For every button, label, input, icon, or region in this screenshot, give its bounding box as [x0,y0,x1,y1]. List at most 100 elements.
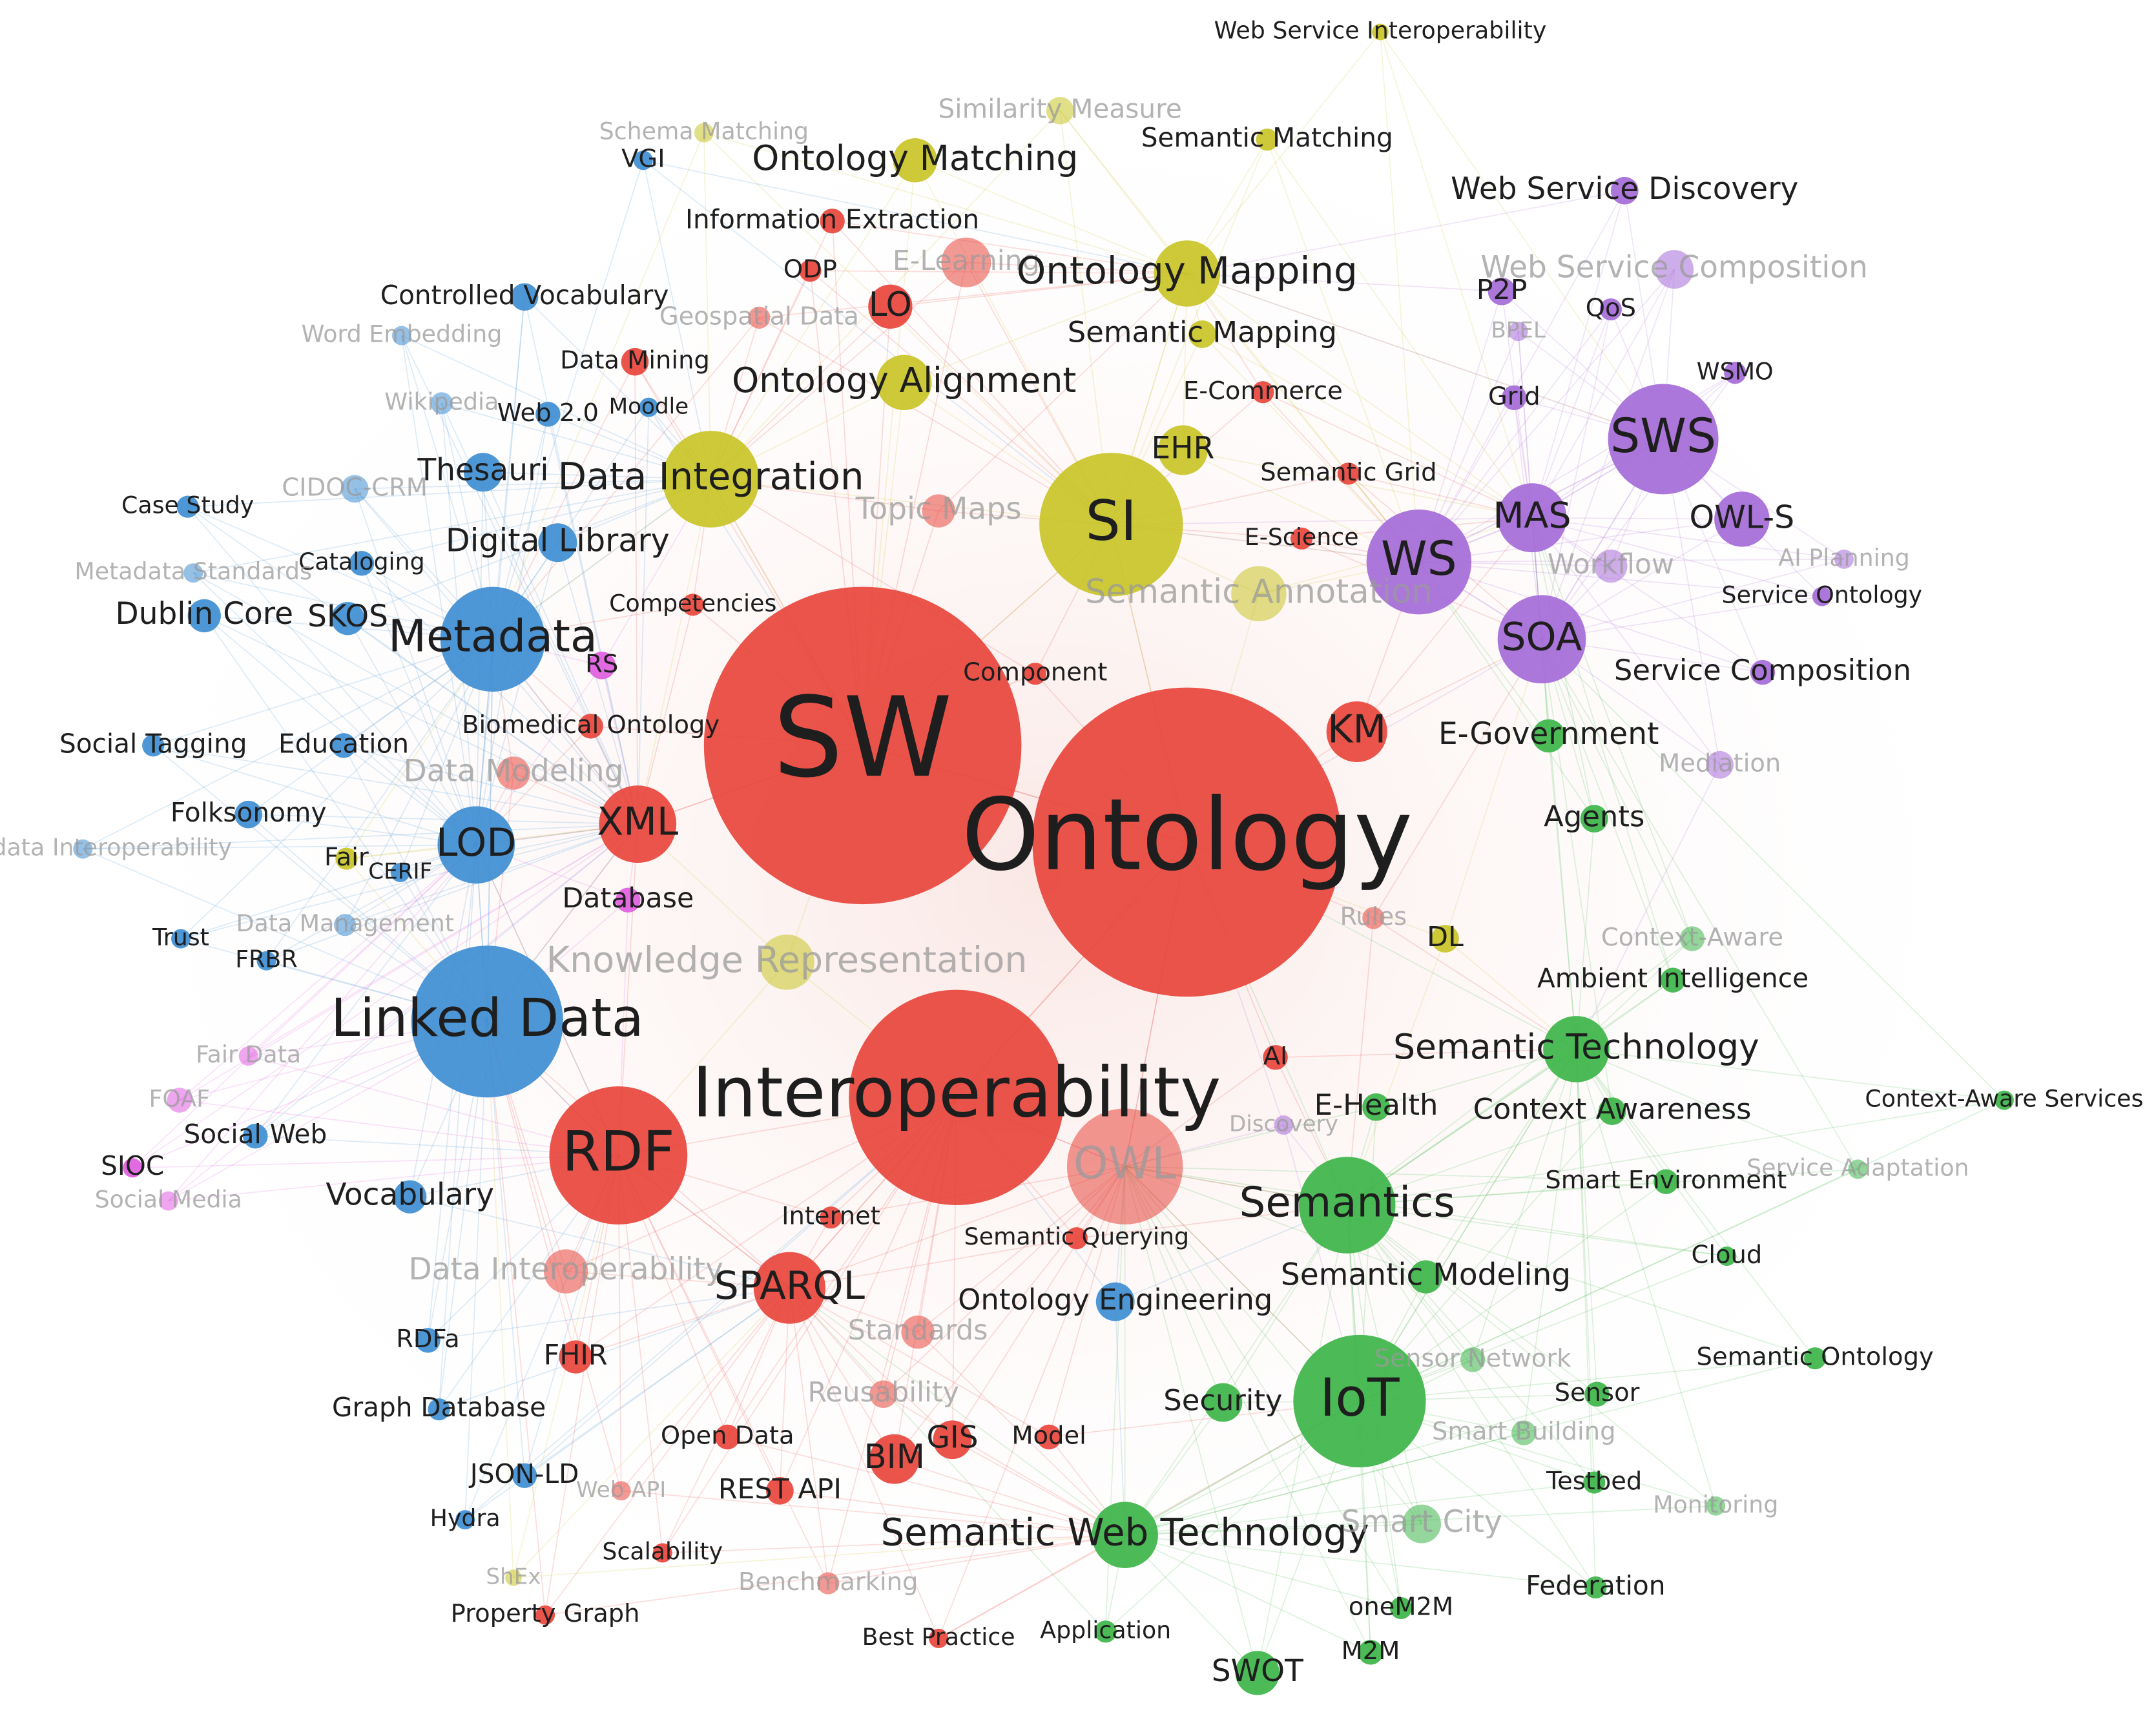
edge [1576,1048,1858,1170]
node [941,237,991,287]
node-label: Internet [782,1202,880,1231]
node-label: Hydra [430,1504,501,1532]
node [512,1463,537,1489]
node [510,283,539,311]
node [1046,96,1074,125]
edge [361,563,477,845]
node [1750,659,1776,685]
node [703,586,1022,905]
edge [1347,1204,1816,1359]
node [505,1569,522,1586]
node-label: VGI [621,145,665,174]
edge [248,844,477,1057]
edge [917,1331,1126,1536]
edge [254,844,477,1137]
node [639,397,659,417]
node [1256,129,1278,151]
node-label: Web Service Composition [1480,250,1868,285]
node [1274,1115,1294,1135]
node [901,1315,935,1349]
node-label: Sensor Network [1374,1344,1571,1373]
edge [789,1287,1106,1632]
edge [179,1099,619,1156]
node [187,599,221,633]
edge [1576,1048,2005,1101]
node [1235,1651,1280,1695]
edge [1347,1204,1598,1395]
node [1608,384,1719,495]
node [1497,483,1567,553]
node-label: Database [562,882,694,915]
edge [1541,639,1674,980]
edge [153,745,638,825]
edge [355,479,711,490]
edge [1125,1534,1371,1653]
node-label: WSMO [1697,357,1774,385]
edge [1059,110,1188,274]
edge [1183,450,1533,519]
node [633,150,653,171]
nodes [73,23,2014,1695]
node [929,1629,949,1648]
edge [427,845,477,1341]
node-label: ODP [783,255,837,284]
node [238,1046,258,1066]
node-label: Web Service Discovery [1451,171,1798,207]
node [616,887,641,913]
node [694,123,714,143]
edge [1187,273,1502,293]
node [599,785,677,863]
node [428,1398,450,1421]
node-label: Semantic Web Technology [881,1510,1369,1554]
node [543,1249,588,1294]
node [440,586,546,692]
edge [265,639,493,962]
edge [464,1021,488,1520]
node [1714,491,1770,547]
node-label: Discovery [1229,1111,1338,1137]
edge [401,335,477,845]
node-label: Component [963,658,1107,687]
node [1543,1016,1610,1082]
edge [915,160,1188,274]
node [176,495,199,518]
edge [1548,736,1577,1049]
node [893,138,938,183]
node [876,355,932,411]
edge [894,1458,1125,1536]
edge [1575,818,1595,1049]
edge [1059,110,1420,563]
node-label: OWL-S [1690,498,1795,535]
edge [475,542,559,845]
node [1804,1347,1827,1370]
node [1032,687,1342,997]
edge [1347,1168,1858,1206]
edge [621,1490,1125,1536]
node [1848,1159,1868,1179]
edge [620,1287,791,1491]
node [869,1434,920,1484]
edge [789,1237,1077,1289]
node-label: Case Study [121,491,254,519]
node-label: E-Learning [893,245,1040,277]
node [621,347,649,376]
edge [344,639,493,925]
node [123,1158,143,1178]
node-label: Open Data [661,1421,794,1450]
edge [347,618,638,825]
edge [1380,32,1664,440]
node [1431,925,1459,953]
node-label: LO [869,285,912,324]
edge [524,1287,790,1476]
node [1706,750,1734,779]
node [393,1180,427,1214]
node [1372,23,1389,41]
edge [1359,1049,1577,1401]
edge [1418,190,1626,563]
edge [703,132,1188,274]
edge [938,1534,1126,1639]
edge [464,1097,957,1520]
node-label: SIOC [101,1150,164,1181]
node [549,1086,688,1225]
